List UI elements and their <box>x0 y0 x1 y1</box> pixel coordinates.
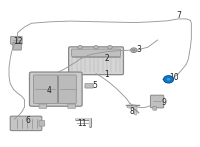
Text: 11: 11 <box>77 118 87 127</box>
Circle shape <box>108 46 112 49</box>
Circle shape <box>132 49 135 51</box>
Circle shape <box>166 78 171 81</box>
Text: 9: 9 <box>161 98 166 107</box>
FancyBboxPatch shape <box>11 36 22 44</box>
Text: 2: 2 <box>105 54 109 63</box>
Text: 3: 3 <box>136 45 141 54</box>
FancyBboxPatch shape <box>69 47 123 75</box>
Text: 6: 6 <box>25 116 30 125</box>
Text: 8: 8 <box>129 107 134 116</box>
FancyBboxPatch shape <box>153 106 157 110</box>
Text: 4: 4 <box>47 86 52 95</box>
FancyBboxPatch shape <box>68 104 76 108</box>
Circle shape <box>94 46 98 49</box>
FancyBboxPatch shape <box>39 121 45 126</box>
Circle shape <box>164 76 173 83</box>
FancyBboxPatch shape <box>10 116 42 131</box>
Circle shape <box>78 46 83 49</box>
Text: 5: 5 <box>93 81 97 90</box>
Text: 12: 12 <box>13 37 22 46</box>
FancyBboxPatch shape <box>57 75 76 103</box>
Text: 1: 1 <box>105 70 109 79</box>
Circle shape <box>131 48 137 52</box>
FancyBboxPatch shape <box>33 75 57 103</box>
FancyBboxPatch shape <box>29 72 82 106</box>
Text: 7: 7 <box>176 11 181 20</box>
FancyBboxPatch shape <box>85 84 93 88</box>
FancyBboxPatch shape <box>13 42 21 50</box>
FancyBboxPatch shape <box>39 104 47 108</box>
FancyBboxPatch shape <box>150 95 164 108</box>
FancyBboxPatch shape <box>72 49 120 56</box>
Text: 10: 10 <box>170 73 179 82</box>
